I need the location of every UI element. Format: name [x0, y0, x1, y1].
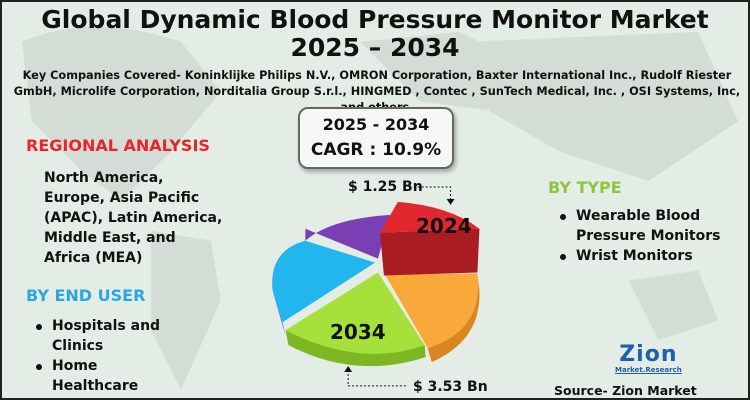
by-type-item: Wearable Blood Pressure Monitors [558, 206, 738, 246]
source-text: Source- Zion Market Research [554, 383, 697, 398]
value-2024: $ 1.25 Bn [348, 179, 423, 195]
regional-heading: REGIONAL ANALYSIS [26, 136, 210, 155]
page-title: Global Dynamic Blood Pressure Monitor Ma… [2, 6, 748, 62]
title-line-2: 2025 – 2034 [290, 33, 460, 62]
end-user-item: Hospitals and Clinics [34, 316, 174, 356]
pie-slice-orange [384, 273, 479, 349]
logo-sub: Market.Research [615, 366, 682, 374]
cagr-box: 2025 - 2034 CAGR : 10.9% [298, 107, 454, 169]
zion-logo: Zion Market.Research [615, 342, 682, 375]
end-user-item: Home Healthcare [34, 356, 174, 396]
cagr-value: CAGR : 10.9% [310, 140, 442, 160]
pie-slice-blue [272, 240, 375, 323]
pie-slice-purple [305, 214, 390, 259]
end-user-list: Hospitals and Clinics Home Healthcare [34, 316, 174, 396]
regional-text: North America, Europe, Asia Pacific (APA… [44, 170, 223, 266]
leader-2034 [347, 370, 408, 387]
label-2024: 2024 [416, 214, 472, 238]
end-user-heading: BY END USER [26, 286, 146, 305]
title-line-1: Global Dynamic Blood Pressure Monitor Ma… [41, 5, 709, 34]
leader-2024 [417, 186, 452, 201]
logo-name: Zion [619, 342, 678, 367]
label-2034: 2034 [330, 320, 386, 344]
cagr-period: 2025 - 2034 [322, 115, 430, 134]
pie-slice-green [285, 272, 425, 354]
by-type-list: Wearable Blood Pressure Monitors Wrist M… [558, 206, 738, 266]
value-2034: $ 3.53 Bn [413, 379, 488, 395]
by-type-item: Wrist Monitors [558, 246, 738, 266]
pie-slice-red [379, 201, 480, 233]
by-type-heading: BY TYPE [548, 178, 622, 197]
